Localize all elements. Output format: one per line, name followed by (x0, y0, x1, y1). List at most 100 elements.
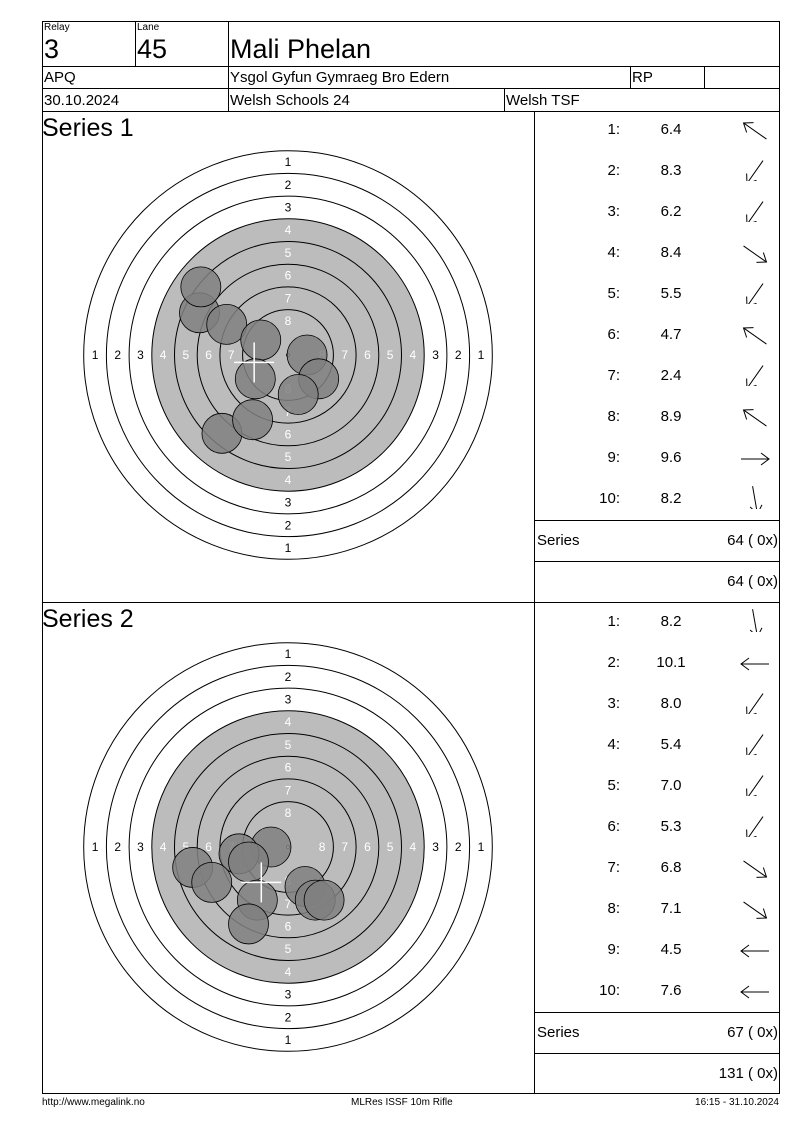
shot-score: 8.4 (660, 244, 682, 261)
shot-score: 2.4 (660, 367, 682, 384)
shooter-name: Mali Phelan (230, 34, 372, 64)
shot-impact (180, 266, 222, 308)
ring-label-4: 4 (285, 473, 292, 487)
club-code: APQ (44, 69, 76, 86)
ring-label-5: 5 (285, 738, 292, 752)
shot-impact (228, 903, 269, 945)
ring-label-2: 2 (285, 1010, 292, 1024)
s1-total-line-2 (534, 561, 780, 562)
shot-number: 1: (607, 121, 620, 138)
ring-label-7: 7 (228, 348, 235, 362)
shot-number: 9: (607, 449, 620, 466)
ring-label-6: 6 (285, 919, 292, 933)
shot-number: 9: (607, 941, 620, 958)
competition-name: Welsh Schools 24 (230, 92, 350, 109)
ring-label-5: 5 (183, 348, 190, 362)
frame-left (42, 21, 43, 1094)
ring-label-3: 3 (285, 496, 292, 510)
shot-direction-arrow-icon (743, 901, 768, 919)
shot-score: 8.9 (660, 408, 682, 425)
shot-impact (232, 399, 273, 441)
shot-number: 6: (607, 818, 620, 835)
shot-number: 6: (607, 326, 620, 343)
ring-label-3: 3 (285, 692, 292, 706)
s2-total-line-2 (534, 1053, 780, 1054)
ring-label-4: 4 (160, 840, 167, 854)
shot-direction-arrow-icon (746, 775, 764, 796)
shot-score: 8.3 (660, 162, 682, 179)
ring-2 (105, 664, 471, 1030)
club-name: Ysgol Gyfun Gymraeg Bro Edern (230, 69, 450, 86)
ring-label-5: 5 (387, 840, 394, 854)
ring-label-2: 2 (114, 348, 121, 362)
shot-score: 7.0 (660, 777, 682, 794)
shot-score: 4.5 (660, 941, 682, 958)
class-code: RP (632, 69, 653, 86)
shot-direction-arrow-icon (742, 122, 767, 140)
footer-url: http://www.megalink.no (42, 1097, 145, 1108)
shot-direction-arrow-icon (746, 693, 764, 714)
shot-number: 2: (607, 654, 620, 671)
shot-score: 8.0 (660, 695, 682, 712)
shot-direction-arrow-icon (749, 486, 763, 509)
ring-4 (151, 218, 425, 492)
ring-label-7: 7 (285, 783, 292, 797)
ring-label-1: 1 (478, 840, 485, 854)
header-vline-class (630, 66, 631, 88)
ring-label-2: 2 (455, 348, 462, 362)
shot-impact (228, 841, 269, 883)
ring-label-2: 2 (285, 518, 292, 532)
ring-label-3: 3 (285, 200, 292, 214)
header-divider-1 (42, 66, 780, 67)
series-1-shot-list: 1: 6.4 2: 8.3 3: 6.2 4: 8.4 5: 5.5 6: 4.7 7: 2.4 8: 8.9… (535, 112, 779, 520)
shot-number: 5: (607, 285, 620, 302)
series-1-target: 1111222233334444555566667777888 (83, 150, 493, 560)
lane-value: 45 (137, 34, 168, 64)
ring-label-5: 5 (387, 348, 394, 362)
header-vline-relay (135, 21, 136, 66)
series-1-label: Series (537, 532, 580, 549)
series-2-target: 1111222233334444555566667777888 (83, 642, 493, 1052)
series-1-total: 64 ( 0x) (727, 532, 778, 549)
shot-number: 4: (607, 736, 620, 753)
ring-label-5: 5 (285, 942, 292, 956)
shot-impact (234, 358, 276, 400)
ring-label-2: 2 (285, 670, 292, 684)
ring-label-6: 6 (364, 348, 371, 362)
shot-number: 4: (607, 244, 620, 261)
organizer-name: Welsh TSF (506, 92, 580, 109)
event-date: 30.10.2024 (44, 92, 120, 109)
frame-bottom (42, 1093, 780, 1094)
ring-3 (128, 687, 448, 1007)
shot-score: 6.2 (660, 203, 682, 220)
shot-number: 8: (607, 900, 620, 917)
ring-label-5: 5 (285, 450, 292, 464)
shot-direction-arrow-icon (746, 816, 764, 837)
ring-label-6: 6 (205, 840, 212, 854)
ring-label-1: 1 (285, 647, 292, 661)
shot-direction-arrow-icon (746, 734, 764, 755)
shot-impact (303, 879, 345, 921)
ring-label-7: 7 (341, 840, 348, 854)
series-2-shot-list: 1: 8.2 2: 10.1 3: 8.0 4: 5.4 5: 7.0 6: 5.3 7: 6.8 8: 7.… (535, 604, 779, 1012)
ring-7 (219, 286, 357, 424)
ring-label-3: 3 (432, 840, 439, 854)
shot-score: 9.6 (660, 449, 682, 466)
shot-score: 10.1 (656, 654, 686, 671)
shot-direction-arrow-icon (749, 609, 763, 632)
shot-number: 10: (599, 982, 620, 999)
s2-total-line-1 (534, 1012, 780, 1013)
shot-number: 10: (599, 490, 620, 507)
shot-number: 3: (607, 203, 620, 220)
ring-label-2: 2 (285, 178, 292, 192)
series-2-label: Series (537, 1024, 580, 1041)
ring-label-6: 6 (285, 761, 292, 775)
ring-label-2: 2 (455, 840, 462, 854)
header-vline-lane (228, 21, 229, 111)
ring-label-3: 3 (285, 988, 292, 1002)
frame-top (42, 21, 780, 22)
shot-score: 5.3 (660, 818, 682, 835)
shot-score: 6.4 (660, 121, 682, 138)
ring-3 (128, 195, 448, 515)
